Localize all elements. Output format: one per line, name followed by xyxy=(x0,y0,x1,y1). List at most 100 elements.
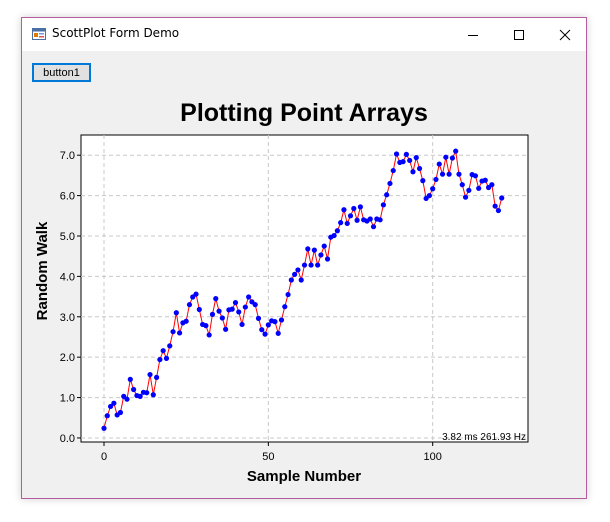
y-tick-label: 4.0 xyxy=(60,271,75,283)
data-point xyxy=(160,348,166,354)
data-point xyxy=(489,182,495,188)
data-point xyxy=(232,300,239,306)
data-point xyxy=(472,173,479,179)
data-point xyxy=(101,425,107,431)
data-point xyxy=(400,159,406,165)
data-point xyxy=(242,304,248,310)
data-point xyxy=(259,327,265,333)
data-point xyxy=(403,151,409,157)
data-point xyxy=(150,392,156,398)
data-point xyxy=(426,192,432,199)
data-point xyxy=(324,256,331,262)
data-point xyxy=(407,157,413,164)
data-point xyxy=(177,330,183,336)
data-point xyxy=(295,267,301,273)
data-point xyxy=(206,332,212,338)
data-point xyxy=(449,155,455,161)
data-point xyxy=(124,396,130,402)
data-point xyxy=(315,262,321,268)
data-point xyxy=(144,390,150,396)
minimize-button[interactable] xyxy=(450,18,496,51)
data-point xyxy=(420,178,426,184)
data-point xyxy=(443,154,449,160)
button1[interactable]: button1 xyxy=(32,63,91,82)
data-point xyxy=(223,326,229,332)
data-point xyxy=(410,169,416,175)
x-tick-label: 0 xyxy=(101,451,107,463)
data-point xyxy=(239,321,245,328)
x-axis-label: Sample Number xyxy=(247,468,361,485)
data-point xyxy=(351,205,357,212)
data-point xyxy=(459,182,465,188)
data-point xyxy=(495,207,502,214)
data-area xyxy=(80,134,529,443)
y-tick-label: 5.0 xyxy=(60,231,75,243)
data-point xyxy=(456,171,462,177)
window-title: ScottPlot Form Demo xyxy=(52,26,180,40)
x-tick-label: 50 xyxy=(262,451,274,463)
data-point xyxy=(246,294,252,300)
title-bar[interactable]: ScottPlot Form Demo xyxy=(22,18,586,51)
data-point xyxy=(321,243,327,249)
data-point xyxy=(292,271,298,277)
chart-title: Plotting Point Arrays xyxy=(180,99,428,127)
data-point xyxy=(104,413,110,419)
maximize-button[interactable] xyxy=(496,18,542,51)
data-point xyxy=(173,310,179,316)
data-point xyxy=(193,291,199,297)
data-point xyxy=(433,176,439,183)
data-point xyxy=(384,192,390,198)
data-point xyxy=(203,323,209,329)
data-point xyxy=(209,311,216,317)
data-point xyxy=(413,155,419,161)
data-point xyxy=(341,207,347,213)
data-point xyxy=(354,217,360,223)
x-tick-label: 100 xyxy=(424,451,442,463)
close-icon xyxy=(559,29,571,40)
y-tick-label: 1.0 xyxy=(60,393,75,405)
data-point xyxy=(357,204,363,210)
data-point xyxy=(430,186,436,192)
data-point xyxy=(272,319,278,325)
data-point xyxy=(282,304,288,310)
data-point xyxy=(275,330,281,336)
data-point xyxy=(499,195,505,201)
data-point xyxy=(393,151,400,157)
data-point xyxy=(416,165,423,172)
data-point xyxy=(301,262,308,268)
maximize-icon xyxy=(514,29,524,40)
data-point xyxy=(252,302,258,308)
close-button[interactable] xyxy=(542,18,588,51)
app-form-icon xyxy=(32,28,46,40)
data-point xyxy=(213,296,219,302)
data-point xyxy=(338,220,344,226)
data-point xyxy=(170,329,176,335)
data-point xyxy=(380,202,386,208)
data-point xyxy=(462,194,469,200)
data-point xyxy=(436,161,442,167)
data-point xyxy=(347,213,354,219)
app-window: ScottPlot Form Demo button1 Plotting Poi… xyxy=(21,17,587,499)
data-point xyxy=(285,291,291,298)
data-point xyxy=(367,216,373,222)
data-point xyxy=(453,148,459,154)
data-point xyxy=(305,246,311,252)
data-point xyxy=(318,252,324,258)
data-point xyxy=(278,317,285,323)
data-point xyxy=(147,371,153,378)
data-point xyxy=(137,393,143,399)
plot-area[interactable]: Plotting Point Arrays 0.0 1.0 2.0 3.0 4.0 5.0… xyxy=(22,18,586,498)
data-point xyxy=(288,277,294,283)
data-point xyxy=(482,177,488,183)
data-point xyxy=(127,376,133,382)
data-point xyxy=(236,309,242,315)
y-tick-label: 3.0 xyxy=(60,312,75,324)
data-point xyxy=(387,180,393,187)
y-axis-label: Random Walk xyxy=(34,221,51,320)
minimize-icon xyxy=(468,34,478,36)
data-point xyxy=(262,331,268,337)
data-point xyxy=(157,356,163,363)
data-point xyxy=(476,185,482,191)
data-point xyxy=(446,171,452,177)
data-point xyxy=(255,315,262,321)
